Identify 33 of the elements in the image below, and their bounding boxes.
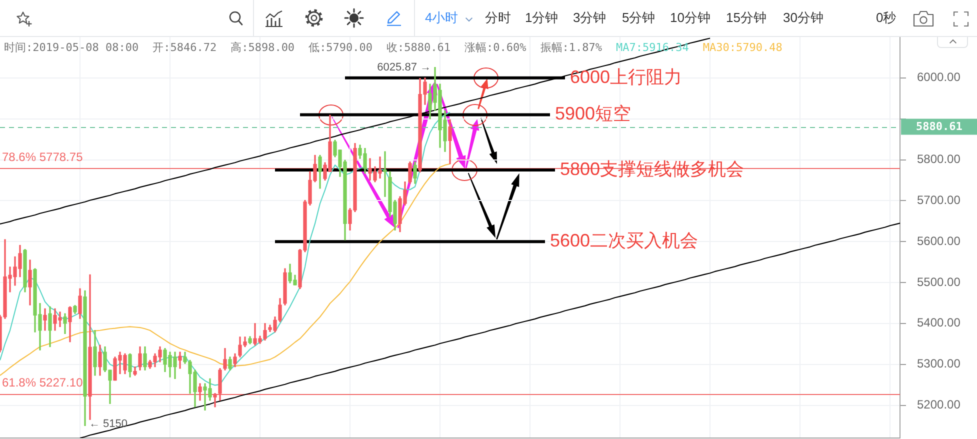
y-tick-label: 5400.00 (917, 316, 961, 330)
y-tick-label: 5200.00 (917, 398, 961, 412)
annotation: 开:5846.72 (152, 41, 217, 55)
text: 15分钟 (726, 10, 766, 26)
ref-line-label: 5880.61 (916, 120, 963, 134)
annotation: 涨幅:0.60% (464, 41, 526, 55)
text: 0秒 (876, 10, 896, 26)
text: 分时 (485, 10, 511, 26)
annotation: 振幅:1.87% (540, 41, 602, 55)
text: 5分钟 (622, 10, 656, 26)
annotation: 高:5898.00 (230, 41, 295, 55)
annotation: 5600二次买入机会 (550, 230, 698, 251)
text: 3分钟 (573, 10, 606, 26)
annotation: 时间:2019-05-08 08:00 (4, 41, 139, 55)
y-tick-label: 5800.00 (917, 152, 961, 166)
text: MA30:5790.48 (702, 41, 782, 55)
annotation: 5900短空 (555, 104, 632, 124)
annotation: 低:5790.00 (308, 41, 373, 55)
ref-line-label: 61.8% 5227.10 (2, 375, 84, 390)
ref-line-label: 78.6% 5778.75 (2, 150, 84, 164)
annotation: 6025.87 → (377, 61, 431, 74)
y-tick-label: 5500.00 (917, 274, 961, 289)
y-tick-label: 5600.00 (917, 234, 961, 248)
annotation: ← 5150 (89, 418, 128, 430)
text: 10分钟 (670, 10, 710, 26)
text: 30分钟 (783, 10, 824, 26)
annotation: 收:5880.61 (386, 41, 451, 55)
text: 1分钟 (525, 10, 558, 26)
text: 4小时 (425, 10, 458, 26)
y-tick-label: 5700.00 (917, 192, 961, 207)
y-tick-label: 6000.00 (917, 70, 961, 84)
y-tick-label: 5300.00 (917, 356, 961, 371)
annotation: 6000上行阻力 (570, 66, 682, 87)
